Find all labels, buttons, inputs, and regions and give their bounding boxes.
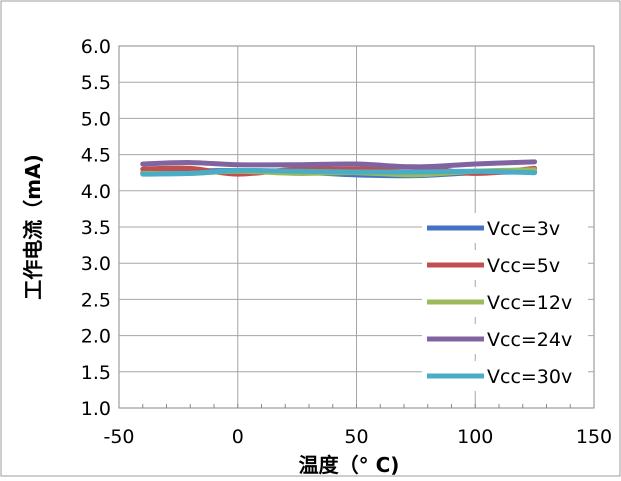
- x-axis-title: 温度（° C): [299, 453, 400, 477]
- tick-labels: 1.0 1.5 2.0 2.5 3.0 3.5 4.0 4.5 5.0 5.5 6.0 -50 0 50 1…: [81, 36, 612, 448]
- y-tick-label: 5.5: [81, 72, 111, 94]
- series-lines: [140, 159, 538, 179]
- y-tick-label: 3.0: [81, 253, 111, 275]
- legend-label: Vcc=24v: [487, 329, 572, 351]
- x-tick-label: 50: [344, 426, 368, 448]
- series-line-4: [140, 159, 538, 170]
- y-tick-label: 4.0: [81, 181, 111, 203]
- y-tick-label: 6.0: [81, 36, 111, 58]
- x-tick-label: 100: [457, 426, 493, 448]
- x-tick-label: 0: [232, 426, 244, 448]
- legend-label: Vcc=30v: [487, 366, 572, 388]
- y-tick-label: 1.5: [81, 362, 111, 384]
- x-tick-label: 150: [576, 426, 612, 448]
- y-tick-label: 2.0: [81, 326, 111, 348]
- series-line-5: [140, 167, 538, 177]
- y-tick-label: 1.0: [81, 398, 111, 420]
- y-tick-label: 3.5: [81, 217, 111, 239]
- legend-label: Vcc=3v: [487, 218, 560, 240]
- legend: Vcc=3v Vcc=5v Vcc=12v Vcc=24v Vcc=30v: [422, 213, 588, 391]
- y-tick-label: 4.5: [81, 145, 111, 167]
- legend-label: Vcc=12v: [487, 292, 572, 314]
- legend-label: Vcc=5v: [487, 255, 560, 277]
- y-tick-label: 5.0: [81, 108, 111, 130]
- y-axis-title: 工作电流（mA): [21, 154, 45, 299]
- y-tick-label: 2.5: [81, 289, 111, 311]
- x-tick-label: -50: [103, 426, 134, 448]
